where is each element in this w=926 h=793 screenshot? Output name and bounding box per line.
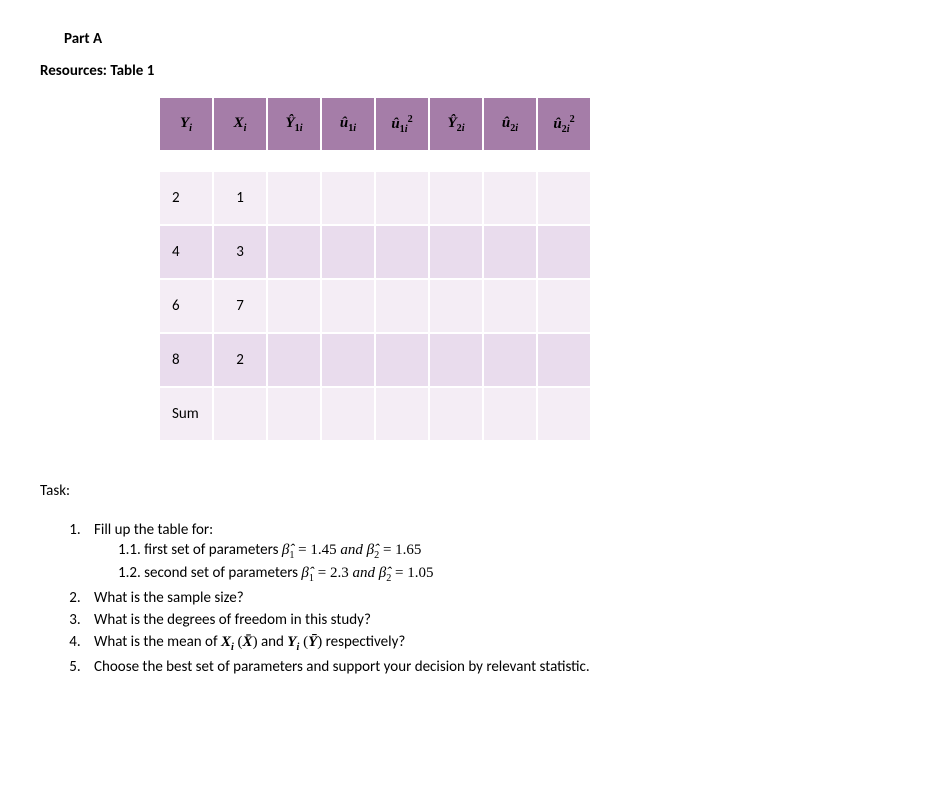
cell bbox=[483, 333, 537, 387]
resources-label: Resources: Table 1 bbox=[40, 62, 886, 80]
cell: 8 bbox=[159, 333, 213, 387]
cell bbox=[429, 225, 483, 279]
cell bbox=[537, 333, 591, 387]
table-row: 2 1 bbox=[159, 171, 591, 225]
cell: 4 bbox=[159, 225, 213, 279]
cell bbox=[375, 279, 429, 333]
cell bbox=[483, 225, 537, 279]
task-list: Fill up the table for: 1.1. first set of… bbox=[84, 520, 886, 677]
cell bbox=[213, 387, 267, 441]
cell bbox=[537, 387, 591, 441]
cell bbox=[267, 333, 321, 387]
cell bbox=[375, 333, 429, 387]
cell: Sum bbox=[159, 387, 213, 441]
table-wrapper: Yi Xi Ŷ1i û1i û1i2 Ŷ2i û2i û2i2 2 1 bbox=[158, 96, 886, 442]
part-label: Part A bbox=[64, 30, 886, 48]
table-header-row: Yi Xi Ŷ1i û1i û1i2 Ŷ2i û2i û2i2 bbox=[159, 97, 591, 151]
task-item: What is the mean of Xi (X̄) and Yi (Ȳ) r… bbox=[84, 632, 886, 655]
task-subitem: 1.2. second set of parameters β̂1 = 2.3 … bbox=[118, 563, 886, 586]
cell: 2 bbox=[213, 333, 267, 387]
cell: 7 bbox=[213, 279, 267, 333]
cell bbox=[321, 225, 375, 279]
col-header: Xi bbox=[213, 97, 267, 151]
col-header: Yi bbox=[159, 97, 213, 151]
task-item: What is the sample size? bbox=[84, 588, 886, 608]
cell bbox=[321, 279, 375, 333]
cell bbox=[429, 333, 483, 387]
cell bbox=[537, 171, 591, 225]
task-item: Choose the best set of parameters and su… bbox=[84, 657, 886, 677]
cell bbox=[321, 333, 375, 387]
cell bbox=[429, 279, 483, 333]
col-header: û2i2 bbox=[537, 97, 591, 151]
col-header: Ŷ2i bbox=[429, 97, 483, 151]
table-row: 8 2 bbox=[159, 333, 591, 387]
table-row: 6 7 bbox=[159, 279, 591, 333]
table-row: Sum bbox=[159, 387, 591, 441]
cell: 2 bbox=[159, 171, 213, 225]
task-item: What is the degrees of freedom in this s… bbox=[84, 610, 886, 630]
cell bbox=[375, 387, 429, 441]
cell bbox=[537, 225, 591, 279]
cell bbox=[483, 171, 537, 225]
cell bbox=[321, 171, 375, 225]
col-header: û1i bbox=[321, 97, 375, 151]
cell bbox=[267, 387, 321, 441]
cell bbox=[375, 225, 429, 279]
table-1: Yi Xi Ŷ1i û1i û1i2 Ŷ2i û2i û2i2 2 1 bbox=[158, 96, 592, 442]
cell: 1 bbox=[213, 171, 267, 225]
cell: 6 bbox=[159, 279, 213, 333]
cell bbox=[267, 225, 321, 279]
cell bbox=[429, 171, 483, 225]
col-header: û2i bbox=[483, 97, 537, 151]
col-header: Ŷ1i bbox=[267, 97, 321, 151]
cell bbox=[537, 279, 591, 333]
table-row: 4 3 bbox=[159, 225, 591, 279]
task-label: Task: bbox=[40, 482, 886, 500]
col-header: û1i2 bbox=[375, 97, 429, 151]
task-item: Fill up the table for: 1.1. first set of… bbox=[84, 520, 886, 586]
cell bbox=[321, 387, 375, 441]
cell bbox=[267, 279, 321, 333]
cell bbox=[375, 171, 429, 225]
cell bbox=[483, 279, 537, 333]
task-text: Fill up the table for: bbox=[94, 521, 213, 539]
task-subitem: 1.1. first set of parameters β̂1 = 1.45 … bbox=[118, 540, 886, 563]
cell bbox=[429, 387, 483, 441]
cell bbox=[267, 171, 321, 225]
cell: 3 bbox=[213, 225, 267, 279]
cell bbox=[483, 387, 537, 441]
